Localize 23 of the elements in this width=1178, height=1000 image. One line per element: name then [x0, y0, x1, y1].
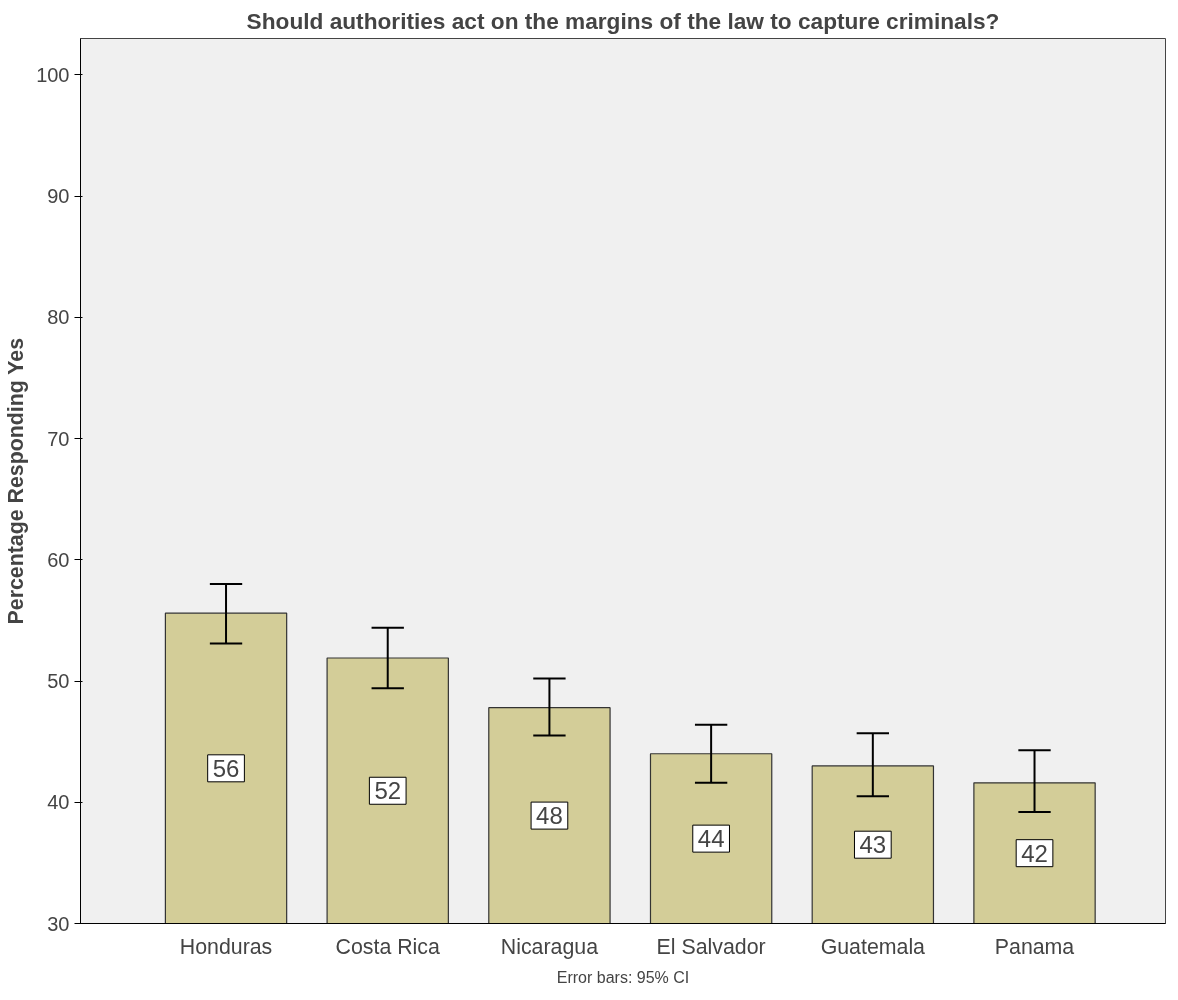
data-label: 43: [859, 831, 887, 859]
x-tick-label: Guatemala: [820, 934, 926, 959]
x-tick-label: El Salvador: [656, 934, 766, 959]
y-tick-label: 30: [47, 912, 70, 935]
y-tick-label: 60: [47, 548, 70, 571]
y-axis-title: Percentage Responding Yes: [4, 337, 29, 625]
x-tick-label: Panama: [994, 934, 1075, 959]
text: Error bars: 95% CI: [556, 968, 690, 986]
y-tick-label: 40: [47, 791, 70, 814]
x-tick-label: Nicaragua: [500, 934, 599, 959]
x-tick-label: Honduras: [179, 934, 273, 959]
data-label: 44: [697, 825, 725, 853]
y-tick-label: 80: [47, 306, 70, 329]
chart-title: Should authorities act on the margins of the law to capture criminals?: [246, 7, 1000, 34]
data-label: 42: [1021, 839, 1048, 867]
x-tick-label: Costa Rica: [335, 934, 441, 959]
data-label: 56: [212, 754, 240, 782]
y-tick-label: 50: [47, 670, 70, 693]
data-label: 52: [374, 777, 402, 805]
y-tick-label: 70: [47, 427, 70, 450]
data-label: 48: [536, 802, 563, 830]
y-tick-label: 90: [47, 185, 70, 208]
y-tick-label: 100: [36, 63, 70, 86]
